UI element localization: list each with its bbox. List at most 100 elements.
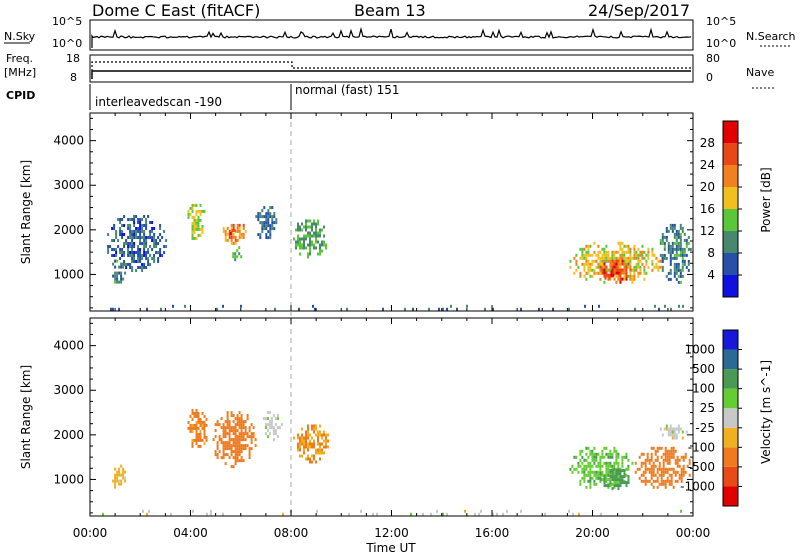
range-cell	[187, 420, 190, 424]
range-cell	[315, 246, 317, 250]
range-cell	[669, 223, 672, 227]
range-cell	[205, 417, 208, 421]
range-cell	[133, 257, 136, 260]
range-cell	[608, 273, 611, 277]
range-cell	[159, 227, 162, 230]
range-cell	[121, 254, 124, 257]
range-cell	[589, 262, 592, 266]
range-cell	[583, 274, 586, 278]
range-cell	[231, 229, 234, 233]
range-cell	[114, 271, 117, 275]
range-cell	[663, 244, 666, 248]
range-cell	[116, 259, 119, 263]
range-cell	[313, 424, 315, 428]
range-cell	[195, 438, 198, 442]
range-cell	[605, 265, 608, 269]
range-cell	[268, 426, 271, 430]
range-cell	[634, 461, 637, 465]
range-cell	[317, 252, 319, 256]
range-cell	[636, 467, 639, 471]
range-cell	[591, 253, 594, 257]
range-cell	[609, 455, 612, 459]
range-cell	[650, 482, 653, 486]
range-cell	[678, 464, 681, 468]
range-cell	[218, 435, 221, 439]
range-cell	[655, 256, 658, 260]
range-cell	[654, 304, 656, 308]
range-cell	[617, 256, 620, 260]
range-cell	[660, 455, 663, 459]
range-cell	[313, 445, 315, 449]
range-cell	[216, 444, 219, 448]
range-cell	[615, 250, 618, 254]
range-cell	[319, 246, 321, 250]
range-cell	[193, 230, 196, 234]
range-cell	[587, 247, 590, 251]
range-cell	[309, 460, 311, 464]
range-cell	[201, 426, 204, 430]
range-cell	[230, 453, 233, 457]
range-cell	[605, 446, 608, 450]
range-cell	[315, 231, 317, 235]
range-cell	[274, 432, 277, 436]
range-cell	[143, 215, 146, 218]
range-cell	[687, 262, 690, 266]
range-cell	[687, 241, 690, 245]
range-cell	[612, 270, 615, 274]
range-cell	[266, 411, 269, 415]
range-cell	[662, 452, 665, 456]
range-cell	[615, 280, 618, 284]
range-cell	[232, 223, 235, 227]
range-cell	[268, 432, 271, 436]
range-cell	[267, 215, 270, 219]
range-cell	[605, 476, 608, 480]
range-cell	[214, 453, 217, 457]
range-cell	[214, 450, 217, 454]
range-cell	[271, 215, 274, 219]
range-cell	[621, 277, 624, 281]
range-cell	[228, 447, 231, 451]
range-cell	[311, 454, 313, 458]
range-cell	[149, 254, 152, 257]
range-cell	[674, 449, 677, 453]
range-cell	[127, 242, 130, 245]
range-cell	[681, 268, 684, 272]
range-cell	[261, 227, 264, 231]
range-cell	[153, 257, 156, 260]
range-cell	[597, 265, 600, 269]
range-cell	[625, 250, 628, 254]
range-cell	[667, 241, 670, 245]
range-cell	[210, 512, 212, 516]
range-cell	[672, 467, 675, 471]
range-cell	[121, 236, 124, 239]
range-cell	[430, 512, 432, 516]
range-cell	[663, 247, 666, 251]
range-cell	[203, 426, 206, 430]
range-cell	[307, 255, 309, 259]
range-cell	[625, 277, 628, 281]
range-cell	[307, 231, 309, 235]
range-cell	[193, 423, 196, 427]
range-cell	[651, 253, 654, 257]
range-cell	[619, 265, 622, 269]
range-cell	[568, 307, 570, 311]
range-cell	[623, 274, 626, 278]
range-cell	[250, 432, 253, 436]
range-cell	[663, 427, 666, 431]
range-cell	[607, 485, 610, 489]
range-cell	[617, 487, 620, 491]
range-cell	[129, 251, 132, 254]
range-cell	[133, 224, 136, 227]
range-cell	[681, 436, 684, 440]
range-cell	[625, 452, 628, 456]
range-cell	[199, 429, 202, 433]
range-cell	[236, 420, 239, 424]
range-cell	[688, 458, 691, 462]
range-cell	[611, 464, 614, 468]
range-cell	[112, 262, 115, 266]
range-cell	[216, 423, 219, 427]
range-cell	[321, 249, 323, 253]
range-cell	[599, 464, 602, 468]
range-cell	[141, 230, 144, 233]
range-cell	[232, 232, 235, 236]
